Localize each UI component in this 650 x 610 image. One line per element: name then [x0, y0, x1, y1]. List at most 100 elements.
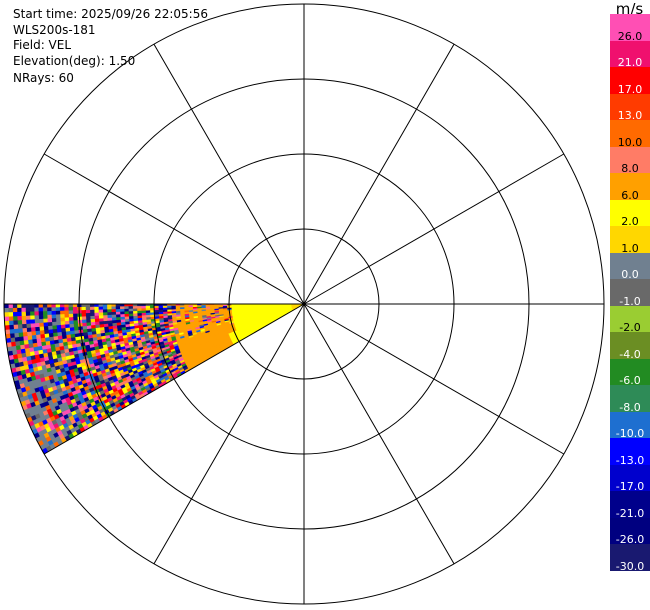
- start-time-label: Start time: 2025/09/26 22:05:56: [13, 7, 208, 21]
- velocity-gate: [34, 322, 40, 328]
- velocity-gate: [29, 303, 35, 309]
- legend-band-label: -17.0: [615, 480, 645, 493]
- velocity-gate: [72, 313, 78, 318]
- velocity-gate: [25, 315, 31, 321]
- velocity-gate: [68, 307, 73, 312]
- legend-band: [610, 438, 650, 466]
- velocity-gate: [55, 314, 61, 319]
- legend-band: [610, 491, 650, 519]
- velocity-gate: [16, 307, 22, 313]
- velocity-gate: [3, 312, 9, 318]
- legend-band-label: -4.0: [619, 347, 641, 361]
- velocity-gate: [16, 316, 22, 322]
- velocity-gate: [42, 303, 48, 309]
- legend-band-label: 21.0: [617, 56, 643, 69]
- velocity-gate: [89, 309, 95, 314]
- velocity-gate: [20, 307, 26, 313]
- velocity-gate: [8, 320, 14, 326]
- colorbar-legend: m/s 26.0 21.0 17.0 13.0 10.0 8.0 6.0 2.0 1.0 0.0 -…: [609, 0, 650, 610]
- legend-band: [610, 120, 650, 148]
- velocity-gate: [29, 319, 36, 325]
- legend-band: [610, 173, 650, 201]
- legend-band: [610, 226, 650, 254]
- velocity-gate: [12, 307, 18, 313]
- velocity-gate: [68, 313, 74, 319]
- legend-band: [610, 40, 650, 68]
- velocity-gate: [20, 311, 27, 317]
- velocity-gate: [89, 306, 95, 311]
- velocity-gate: [17, 328, 23, 334]
- velocity-gate: [106, 306, 112, 311]
- velocity-gate: [33, 307, 39, 313]
- velocity-gate: [3, 307, 9, 314]
- velocity-gate: [59, 307, 65, 312]
- velocity-gate: [67, 303, 73, 308]
- velocity-gate: [81, 313, 87, 318]
- legend-band: [610, 411, 650, 439]
- azimuth-spoke: [303, 303, 455, 565]
- instrument-label: WLS200s-181: [13, 23, 96, 37]
- velocity-gate: [3, 303, 9, 309]
- legend-band: [610, 146, 650, 174]
- range-ring-grid: [3, 3, 605, 605]
- azimuth-spoke: [303, 153, 565, 305]
- velocity-gate: [46, 318, 53, 324]
- velocity-gate: [51, 314, 57, 320]
- velocity-gate: [80, 310, 86, 315]
- velocity-gate: [42, 311, 48, 316]
- legend-band: [610, 332, 650, 360]
- velocity-gate: [50, 303, 56, 308]
- velocity-gate: [9, 329, 15, 335]
- velocity-gate: [102, 306, 108, 311]
- velocity-gate: [72, 306, 78, 312]
- velocity-gate: [29, 311, 35, 317]
- velocity-gate: [55, 317, 61, 323]
- velocity-gate: [25, 307, 31, 313]
- velocity-gate: [17, 320, 23, 326]
- velocity-gate: [33, 315, 40, 321]
- velocity-gate: [68, 310, 74, 315]
- velocity-gate: [50, 310, 56, 316]
- velocity-gate: [38, 315, 44, 320]
- velocity-gate: [21, 323, 27, 329]
- velocity-gate: [21, 327, 28, 334]
- velocity-gate: [12, 320, 18, 326]
- legend-band: [610, 252, 650, 280]
- velocity-gate: [98, 306, 103, 311]
- velocity-gate: [33, 303, 39, 309]
- velocity-gate: [59, 303, 65, 308]
- legend-band-label: -26.0: [615, 533, 645, 546]
- velocity-gate: [59, 317, 65, 323]
- velocity-gate: [46, 303, 52, 309]
- legend-band-label: 2.0: [621, 215, 639, 228]
- velocity-gate: [42, 318, 48, 324]
- legend-band-label: -13.0: [615, 453, 645, 467]
- velocity-gate: [38, 311, 44, 316]
- velocity-gate: [8, 316, 14, 322]
- legend-band-label: 0.0: [621, 268, 639, 281]
- velocity-gate: [55, 303, 61, 308]
- velocity-gate: [13, 328, 19, 334]
- velocity-gate: [16, 311, 22, 317]
- velocity-gate: [119, 306, 125, 310]
- legend-band: [610, 385, 650, 413]
- azimuth-spoke: [153, 303, 305, 565]
- legend-band-label: 8.0: [621, 162, 639, 175]
- velocity-gate: [38, 322, 44, 328]
- velocity-gate: [42, 314, 48, 320]
- velocity-gate: [13, 324, 19, 330]
- velocity-gate: [25, 323, 32, 329]
- legend-band: [610, 67, 650, 95]
- velocity-gate: [93, 306, 99, 311]
- legend-band-label: 10.0: [617, 135, 643, 149]
- velocity-gate: [72, 310, 78, 315]
- legend-band: [610, 464, 650, 492]
- legend-band-label: 6.0: [621, 188, 639, 202]
- velocity-gate: [16, 303, 22, 309]
- velocity-gate: [42, 307, 48, 312]
- legend-band: [610, 305, 650, 333]
- legend-band-label: 26.0: [617, 29, 643, 43]
- velocity-gate: [38, 318, 44, 324]
- velocity-gate: [29, 315, 35, 321]
